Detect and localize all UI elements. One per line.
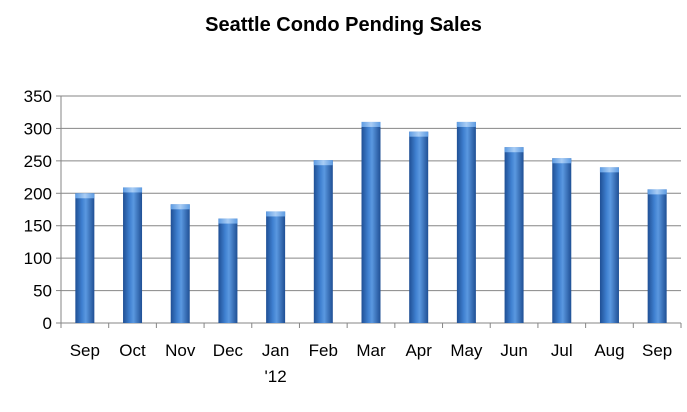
bar xyxy=(409,131,429,323)
bar-body xyxy=(647,189,667,323)
y-tick-label: 300 xyxy=(24,119,52,138)
x-tick-label: Jun xyxy=(500,341,527,360)
y-tick-label: 250 xyxy=(24,152,52,171)
x-tick-label: May xyxy=(450,341,483,360)
y-tick-label: 0 xyxy=(43,314,52,333)
x-tick-label: Jul xyxy=(551,341,573,360)
bar xyxy=(647,189,667,323)
bar xyxy=(456,121,476,323)
bar-cap xyxy=(599,167,619,173)
bar-body xyxy=(170,204,190,323)
y-tick-label: 200 xyxy=(24,184,52,203)
bar xyxy=(75,193,95,323)
bar-cap xyxy=(123,187,143,193)
bars xyxy=(75,121,667,323)
bar-body xyxy=(75,193,95,323)
x-tick-label: Aug xyxy=(594,341,624,360)
bar-cap xyxy=(456,121,476,127)
bar-body xyxy=(504,147,524,323)
x-tick-label: Jan '12 xyxy=(262,341,289,386)
x-tick-label: Apr xyxy=(405,341,432,360)
y-tick-label: 150 xyxy=(24,217,52,236)
x-tick-label: Oct xyxy=(119,341,146,360)
bar-cap xyxy=(409,131,429,137)
x-tick-label: Mar xyxy=(356,341,386,360)
bar-cap xyxy=(361,121,381,127)
bar-body xyxy=(599,167,619,323)
y-tick-label: 50 xyxy=(33,282,52,301)
bar-cap xyxy=(266,211,286,217)
bar xyxy=(361,121,381,323)
bar-cap xyxy=(75,193,95,199)
bar xyxy=(123,187,143,323)
bar xyxy=(266,211,286,323)
bar-cap xyxy=(313,160,333,166)
bar-body xyxy=(313,160,333,323)
bar-cap xyxy=(647,189,667,195)
y-tick-label: 100 xyxy=(24,249,52,268)
x-tick-label: Feb xyxy=(309,341,338,360)
bar-cap xyxy=(504,147,524,153)
bar-cap xyxy=(552,158,572,164)
x-tick-label: Nov xyxy=(165,341,196,360)
y-tick-labels: 0 50 100 150 200 250 300 350 xyxy=(24,87,52,333)
bar xyxy=(504,147,524,323)
y-tick-label: 350 xyxy=(24,87,52,106)
bar xyxy=(218,218,238,323)
bar-body xyxy=(266,211,286,323)
bar-body xyxy=(361,121,381,323)
bar-cap xyxy=(218,218,238,224)
x-tick-label: Sep xyxy=(642,341,672,360)
bar-body xyxy=(456,121,476,323)
x-tick-label: Sep xyxy=(70,341,100,360)
bar-body xyxy=(552,158,572,323)
x-tick-label: Dec xyxy=(213,341,244,360)
bar-body xyxy=(218,218,238,323)
bar-body xyxy=(409,131,429,323)
chart-title: Seattle Condo Pending Sales xyxy=(205,14,482,36)
bar xyxy=(599,167,619,323)
x-tick-labels: Sep Oct Nov Dec Jan '12 Feb Mar Apr May Jun Jul Aug S… xyxy=(70,341,673,386)
bar xyxy=(552,158,572,323)
bar-cap xyxy=(170,204,190,210)
bar-body xyxy=(123,187,143,323)
bar xyxy=(313,160,333,323)
bar xyxy=(170,204,190,323)
